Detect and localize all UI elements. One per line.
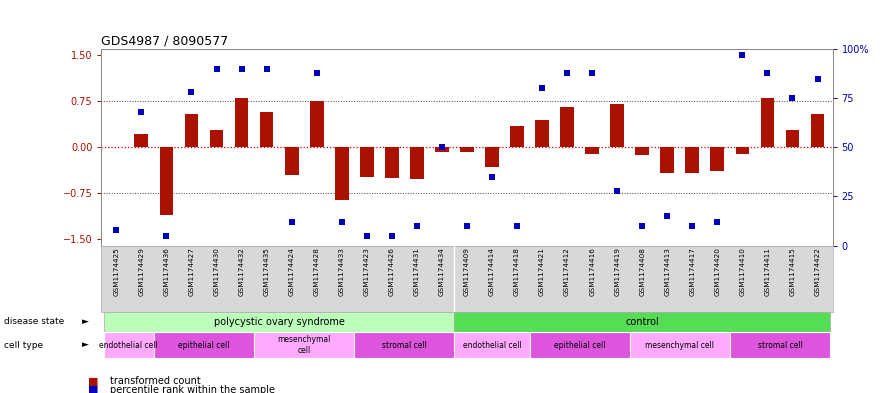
- Text: GSM1174434: GSM1174434: [439, 247, 445, 296]
- Text: GSM1174409: GSM1174409: [464, 247, 470, 296]
- Text: ■: ■: [88, 385, 99, 393]
- Text: percentile rank within the sample: percentile rank within the sample: [110, 385, 275, 393]
- Text: GSM1174423: GSM1174423: [364, 247, 370, 296]
- Bar: [485, 147, 499, 167]
- Bar: [335, 147, 349, 200]
- Text: polycystic ovary syndrome: polycystic ovary syndrome: [214, 317, 344, 327]
- Bar: [410, 147, 424, 179]
- Text: GSM1174428: GSM1174428: [314, 247, 320, 296]
- Text: GSM1174429: GSM1174429: [138, 247, 144, 296]
- Text: ■: ■: [88, 376, 99, 386]
- Text: GSM1174427: GSM1174427: [189, 247, 195, 296]
- Bar: [630, 332, 729, 358]
- Text: ►: ►: [82, 341, 89, 349]
- Bar: [310, 101, 323, 147]
- Text: GSM1174412: GSM1174412: [564, 247, 570, 296]
- Bar: [729, 332, 830, 358]
- Text: GSM1174431: GSM1174431: [414, 247, 420, 296]
- Bar: [285, 147, 299, 175]
- Bar: [154, 332, 254, 358]
- Text: epithelial cell: epithelial cell: [554, 341, 605, 349]
- Bar: [104, 332, 154, 358]
- Bar: [510, 126, 524, 147]
- Text: GSM1174414: GSM1174414: [489, 247, 495, 296]
- Text: GSM1174410: GSM1174410: [739, 247, 745, 296]
- Bar: [635, 147, 649, 155]
- Text: stromal cell: stromal cell: [381, 341, 426, 349]
- Bar: [535, 120, 549, 147]
- Text: cell type: cell type: [4, 341, 43, 349]
- Bar: [210, 130, 224, 147]
- Text: control: control: [626, 317, 659, 327]
- Text: disease state: disease state: [4, 318, 64, 326]
- Text: GSM1174416: GSM1174416: [589, 247, 596, 296]
- Bar: [710, 147, 724, 171]
- Text: GSM1174426: GSM1174426: [389, 247, 395, 296]
- Text: GSM1174435: GSM1174435: [263, 247, 270, 296]
- Bar: [460, 147, 474, 152]
- Text: mesenchymal
cell: mesenchymal cell: [278, 335, 331, 355]
- Text: GDS4987 / 8090577: GDS4987 / 8090577: [101, 35, 228, 48]
- Text: GSM1174413: GSM1174413: [664, 247, 670, 296]
- Text: GSM1174424: GSM1174424: [289, 247, 294, 296]
- Bar: [359, 147, 374, 177]
- Text: GSM1174420: GSM1174420: [714, 247, 721, 296]
- Text: stromal cell: stromal cell: [758, 341, 803, 349]
- Text: GSM1174417: GSM1174417: [689, 247, 695, 296]
- Bar: [159, 147, 174, 215]
- Bar: [260, 112, 273, 147]
- Text: GSM1174415: GSM1174415: [789, 247, 796, 296]
- Text: GSM1174433: GSM1174433: [338, 247, 344, 296]
- Bar: [736, 147, 749, 154]
- Bar: [104, 312, 455, 332]
- Text: GSM1174432: GSM1174432: [239, 247, 245, 296]
- Bar: [685, 147, 700, 173]
- Bar: [611, 105, 624, 147]
- Bar: [435, 147, 448, 152]
- Text: endothelial cell: endothelial cell: [100, 341, 159, 349]
- Text: ►: ►: [82, 318, 89, 326]
- Bar: [811, 114, 825, 147]
- Bar: [560, 107, 574, 147]
- Bar: [385, 147, 399, 178]
- Bar: [234, 98, 248, 147]
- Text: GSM1174425: GSM1174425: [114, 247, 119, 296]
- Bar: [185, 114, 198, 147]
- Text: GSM1174421: GSM1174421: [539, 247, 545, 296]
- Bar: [529, 332, 630, 358]
- Text: GSM1174419: GSM1174419: [614, 247, 620, 296]
- Text: GSM1174436: GSM1174436: [163, 247, 169, 296]
- Bar: [455, 332, 529, 358]
- Bar: [786, 130, 799, 147]
- Bar: [585, 147, 599, 154]
- Bar: [760, 98, 774, 147]
- Text: epithelial cell: epithelial cell: [178, 341, 230, 349]
- Text: GSM1174430: GSM1174430: [213, 247, 219, 296]
- Text: GSM1174422: GSM1174422: [815, 247, 820, 296]
- Bar: [135, 134, 148, 147]
- Bar: [455, 312, 830, 332]
- Text: GSM1174408: GSM1174408: [640, 247, 645, 296]
- Bar: [661, 147, 674, 173]
- Text: mesenchymal cell: mesenchymal cell: [645, 341, 714, 349]
- Text: GSM1174418: GSM1174418: [514, 247, 520, 296]
- Text: endothelial cell: endothelial cell: [463, 341, 522, 349]
- Text: GSM1174411: GSM1174411: [765, 247, 771, 296]
- Bar: [254, 332, 354, 358]
- Bar: [354, 332, 455, 358]
- Text: transformed count: transformed count: [110, 376, 201, 386]
